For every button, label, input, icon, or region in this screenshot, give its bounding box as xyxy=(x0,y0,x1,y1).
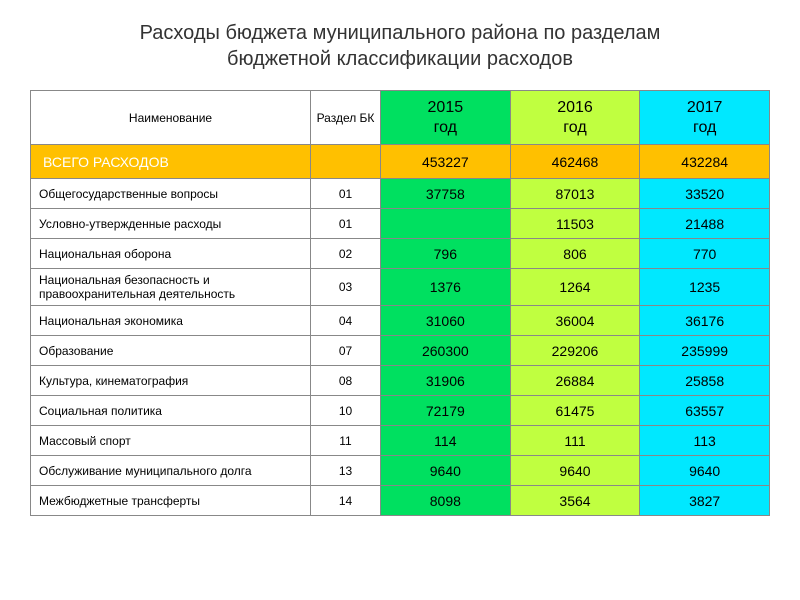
row-code: 04 xyxy=(311,306,381,336)
row-value: 1235 xyxy=(640,269,770,306)
row-name: Межбюджетные трансферты xyxy=(31,486,311,516)
row-value xyxy=(381,209,511,239)
row-value: 61475 xyxy=(510,396,640,426)
table-row: Национальная оборона02796806770 xyxy=(31,239,770,269)
row-value: 796 xyxy=(381,239,511,269)
year-num: 2016 xyxy=(511,95,640,117)
table-row: Условно-утвержденные расходы01 1150321488 xyxy=(31,209,770,239)
row-value: 26884 xyxy=(510,366,640,396)
row-name: Образование xyxy=(31,336,311,366)
row-name: Обслуживание муниципального долга xyxy=(31,456,311,486)
page-title: Расходы бюджета муниципального района по… xyxy=(30,20,770,72)
table-row: Образование07260300229206235999 xyxy=(31,336,770,366)
row-value: 114 xyxy=(381,426,511,456)
total-label: ВСЕГО РАСХОДОВ xyxy=(31,145,311,179)
header-name: Наименование xyxy=(31,91,311,145)
row-value: 770 xyxy=(640,239,770,269)
row-value: 9640 xyxy=(510,456,640,486)
row-name: Массовый спорт xyxy=(31,426,311,456)
row-value: 3827 xyxy=(640,486,770,516)
row-code: 07 xyxy=(311,336,381,366)
row-value: 87013 xyxy=(510,179,640,209)
row-name: Национальная оборона xyxy=(31,239,311,269)
table-row: Культура, кинематография0831906268842585… xyxy=(31,366,770,396)
row-value: 33520 xyxy=(640,179,770,209)
row-code: 11 xyxy=(311,426,381,456)
row-value: 260300 xyxy=(381,336,511,366)
row-name: Социальная политика xyxy=(31,396,311,426)
budget-table: Наименование Раздел БК 2015 год 2016 год… xyxy=(30,90,770,516)
year-label: год xyxy=(511,117,640,141)
row-value: 3564 xyxy=(510,486,640,516)
row-value: 1264 xyxy=(510,269,640,306)
title-line-1: Расходы бюджета муниципального района по… xyxy=(140,22,661,44)
row-value: 8098 xyxy=(381,486,511,516)
row-code: 14 xyxy=(311,486,381,516)
year-label: год xyxy=(381,117,510,141)
table-row: Национальная безопасность и правоохранит… xyxy=(31,269,770,306)
row-value: 9640 xyxy=(640,456,770,486)
title-line-2: бюджетной классификации расходов xyxy=(227,48,573,70)
row-value: 21488 xyxy=(640,209,770,239)
year-num: 2017 xyxy=(640,95,769,117)
year-label: год xyxy=(640,117,769,141)
row-code: 13 xyxy=(311,456,381,486)
row-value: 31906 xyxy=(381,366,511,396)
row-value: 1376 xyxy=(381,269,511,306)
row-value: 25858 xyxy=(640,366,770,396)
row-value: 37758 xyxy=(381,179,511,209)
row-value: 31060 xyxy=(381,306,511,336)
header-code: Раздел БК xyxy=(311,91,381,145)
header-row: Наименование Раздел БК 2015 год 2016 год… xyxy=(31,91,770,145)
row-value: 235999 xyxy=(640,336,770,366)
row-code: 01 xyxy=(311,209,381,239)
row-name: Национальная безопасность и правоохранит… xyxy=(31,269,311,306)
row-code: 01 xyxy=(311,179,381,209)
row-value: 36004 xyxy=(510,306,640,336)
row-value: 9640 xyxy=(381,456,511,486)
row-name: Национальная экономика xyxy=(31,306,311,336)
row-name: Общегосударственные вопросы xyxy=(31,179,311,209)
year-num: 2015 xyxy=(381,95,510,117)
table-row: Межбюджетные трансферты14809835643827 xyxy=(31,486,770,516)
row-code: 08 xyxy=(311,366,381,396)
table-body: ВСЕГО РАСХОДОВ453227462468432284Общегосу… xyxy=(31,145,770,516)
table-row: Обслуживание муниципального долга1396409… xyxy=(31,456,770,486)
row-value: 72179 xyxy=(381,396,511,426)
row-code: 03 xyxy=(311,269,381,306)
header-year-2016: 2016 год xyxy=(510,91,640,145)
row-value: 11503 xyxy=(510,209,640,239)
row-value: 229206 xyxy=(510,336,640,366)
row-value: 111 xyxy=(510,426,640,456)
table-row: Национальная экономика04310603600436176 xyxy=(31,306,770,336)
total-code xyxy=(311,145,381,179)
table-row: Общегосударственные вопросы0137758870133… xyxy=(31,179,770,209)
row-code: 02 xyxy=(311,239,381,269)
row-value: 806 xyxy=(510,239,640,269)
total-row: ВСЕГО РАСХОДОВ 453227462468432284 xyxy=(31,145,770,179)
header-year-2015: 2015 год xyxy=(381,91,511,145)
row-value: 113 xyxy=(640,426,770,456)
total-value: 432284 xyxy=(640,145,770,179)
table-row: Социальная политика10721796147563557 xyxy=(31,396,770,426)
row-value: 36176 xyxy=(640,306,770,336)
row-value: 63557 xyxy=(640,396,770,426)
table-row: Массовый спорт11114111113 xyxy=(31,426,770,456)
row-name: Условно-утвержденные расходы xyxy=(31,209,311,239)
total-value: 453227 xyxy=(381,145,511,179)
total-value: 462468 xyxy=(510,145,640,179)
row-code: 10 xyxy=(311,396,381,426)
row-name: Культура, кинематография xyxy=(31,366,311,396)
header-year-2017: 2017 год xyxy=(640,91,770,145)
